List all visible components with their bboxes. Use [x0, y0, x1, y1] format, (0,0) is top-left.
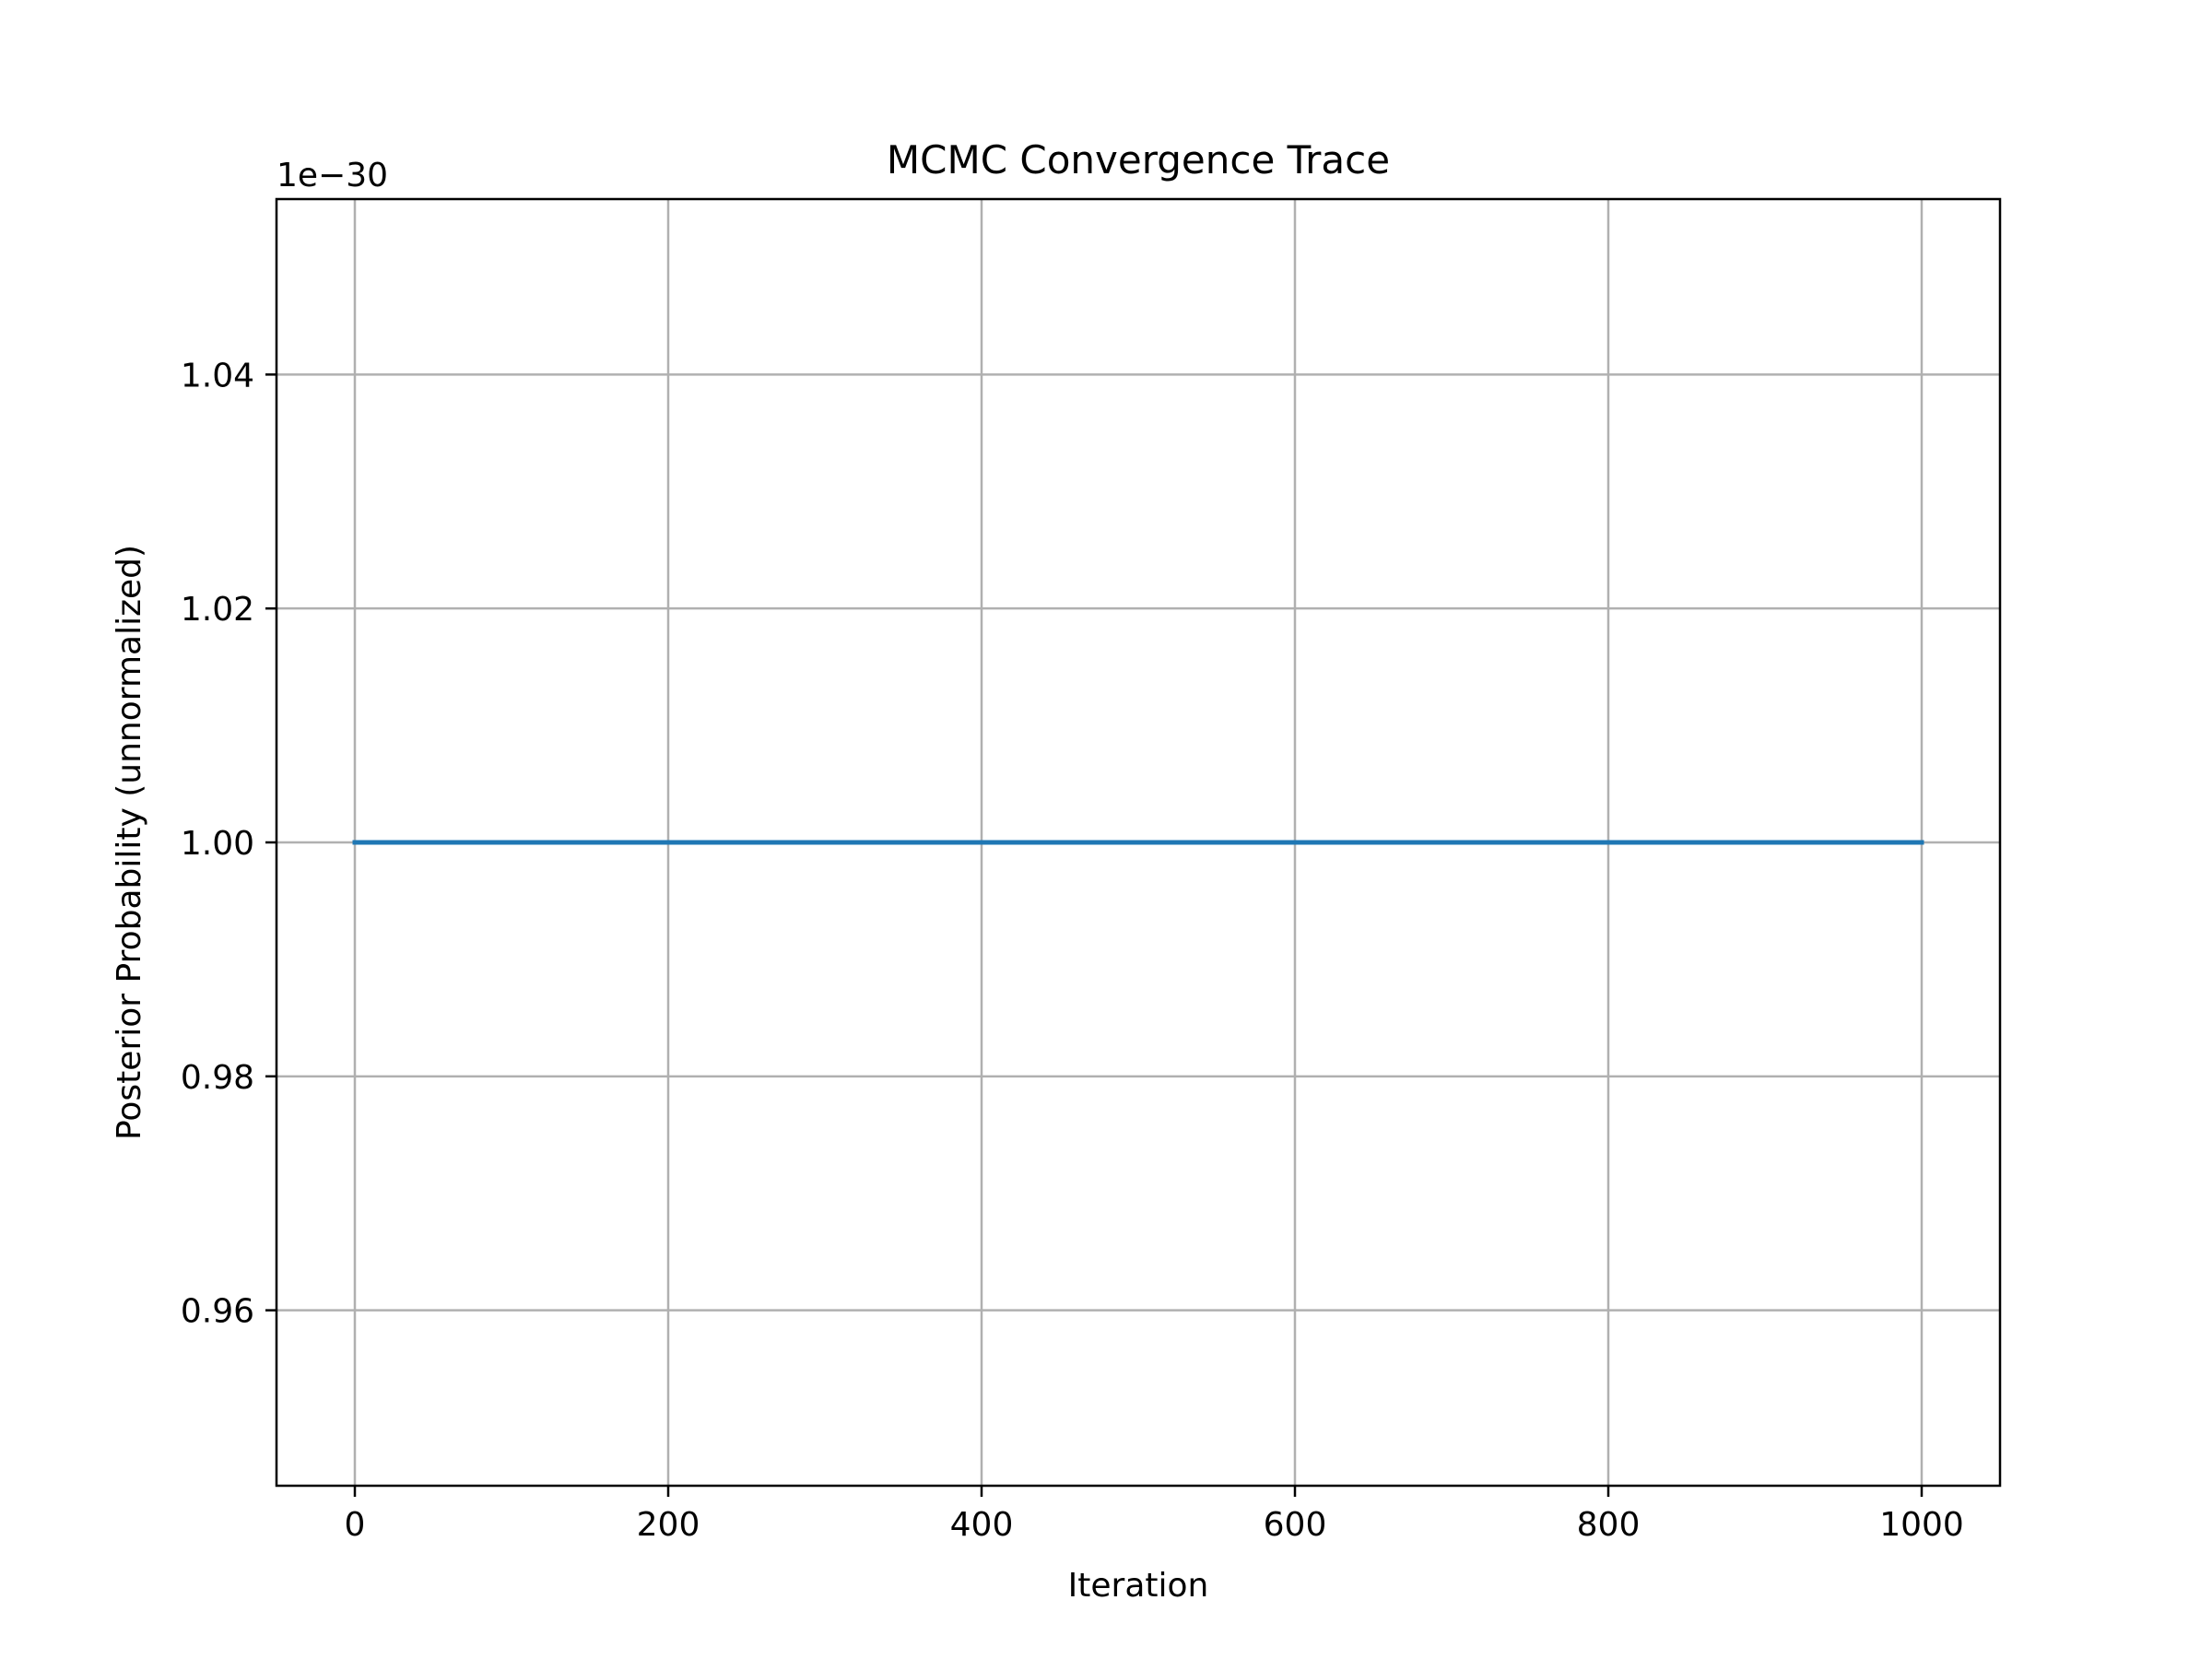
- y-tick-label: 1.02: [181, 591, 254, 629]
- axis-ticks: 0 200 400 600 800 1000 0.96 0.98 1.00 1.02 1.04: [181, 357, 1964, 1544]
- chart-title: MCMC Convergence Trace: [887, 137, 1390, 182]
- y-tick-label: 1.04: [181, 357, 254, 394]
- x-tick-label: 600: [1264, 1506, 1327, 1544]
- y-tick-label: 0.98: [181, 1059, 254, 1097]
- y-tick-label: 1.00: [181, 825, 254, 863]
- x-axis-label: Iteration: [1068, 1567, 1209, 1605]
- y-tick-label: 0.96: [181, 1293, 254, 1331]
- x-tick-label: 800: [1577, 1506, 1641, 1544]
- x-tick-label: 0: [345, 1506, 366, 1544]
- x-tick-label: 1000: [1879, 1506, 1964, 1544]
- y-axis-offset-label: 1e−30: [276, 157, 388, 194]
- x-tick-label: 400: [950, 1506, 1014, 1544]
- x-tick-label: 200: [637, 1506, 700, 1544]
- y-axis-label: Posterior Probability (unnormalized): [111, 545, 148, 1140]
